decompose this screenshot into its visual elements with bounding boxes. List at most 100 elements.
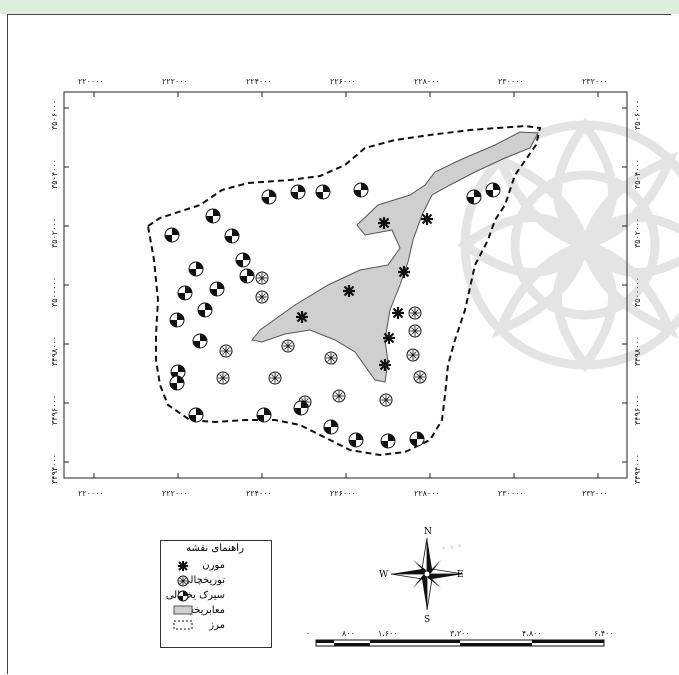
cirque-symbol-icon <box>197 302 213 318</box>
scale-bar: ۰ ۸۰۰ ۱،۶۰۰ ۳،۲۰۰ ۴،۸۰۰ ۶،۴۰۰ <box>306 629 614 647</box>
y-tick-left-label: ۳۵۰۶۰۰۰ <box>50 100 59 130</box>
cirque-symbol-icon <box>164 227 180 243</box>
y-tick-left-label: ۳۵۰۴۰۰۰ <box>50 159 59 189</box>
cirque-symbol-icon <box>353 182 369 198</box>
tor-circle-icon <box>332 389 346 403</box>
tor-circle-icon <box>324 351 338 365</box>
scale-bar-label: ۱،۶۰۰ <box>378 629 398 638</box>
watermark-logo <box>457 117 679 373</box>
legend-label-boundary: مرز <box>209 620 225 631</box>
x-tick-top-label: ۲۲۲۰۰۰ <box>162 77 188 86</box>
x-tick-bottom-label: ۲۲۰۰۰۰ <box>78 489 104 498</box>
east-label: E <box>457 570 464 580</box>
x-tick-bottom-label: ۲۳۲۰۰۰ <box>582 489 608 498</box>
asterisk-icon <box>178 561 188 571</box>
x-tick-top-label: ۲۲۶۰۰۰ <box>330 77 356 86</box>
cirque-symbol-icon <box>188 261 204 277</box>
tor-circle-icon <box>281 339 295 353</box>
moraine-asterisk-icon <box>343 285 355 297</box>
tor-circle-icon <box>219 344 233 358</box>
glacier-path <box>251 131 539 383</box>
x-tick-bottom-label: ۲۳۰۰۰۰ <box>498 489 524 498</box>
x-tick-top-label: ۲۳۲۰۰۰ <box>582 77 608 86</box>
cirque-symbol-icon <box>239 268 255 284</box>
tor-circle-icon <box>406 348 420 362</box>
y-tick-right-label: ۳۵۰۴۰۰۰ <box>633 159 642 189</box>
x-tick-bottom-label: ۲۲۲۰۰۰ <box>162 489 188 498</box>
north-arrow: N S E W <box>379 527 464 625</box>
y-tick-right-label: ۳۵۰۶۰۰۰ <box>633 100 642 130</box>
legend-label-glacier: معابریخچالی <box>173 605 225 616</box>
x-tick-bottom-label: ۲۲۸۰۰۰ <box>414 489 440 498</box>
x-tick-top-label: ۲۲۸۰۰۰ <box>414 77 440 86</box>
x-tick-top-label: ۲۲۴۰۰۰ <box>246 77 272 86</box>
tor-circle-icon <box>379 393 393 407</box>
y-tick-left-label: ۳۵۰۲۰۰۰ <box>50 218 59 248</box>
y-tick-left-label: ۳۴۹۴۰۰۰ <box>50 454 59 484</box>
cirque-symbol-icon <box>261 189 277 205</box>
scale-bar-label: ۶،۴۰۰ <box>594 629 614 638</box>
tor-circle-icon <box>255 290 269 304</box>
legend-label-moraine: مورن <box>202 560 225 571</box>
cirque-group <box>164 182 501 449</box>
x-axis-ticks: ۲۲۰۰۰۰ ۲۲۰۰۰۰ ۲۲۲۰۰۰ ۲۲۲۰۰۰ ۲۲۴۰۰۰ ۲۲۴۰۰۰ ۲۲۶۰… <box>78 77 608 498</box>
cirque-symbol-icon <box>485 182 501 198</box>
y-tick-left-label: ۳۴۹۶۰۰۰ <box>50 395 59 425</box>
cirque-symbol-icon <box>348 432 364 448</box>
moraine-asterisk-icon <box>296 311 308 323</box>
moraine-asterisk-icon <box>398 266 410 278</box>
cirque-symbol-icon <box>177 285 193 301</box>
moraine-asterisk-icon <box>379 359 391 371</box>
scale-bar-label: ۳،۲۰۰ <box>450 629 470 638</box>
moraine-asterisk-icon <box>383 332 395 344</box>
boundary-dash-icon <box>173 620 193 630</box>
legend-label-cirque: سیرک یخچالی <box>165 590 225 601</box>
cirque-symbol-icon <box>169 375 185 391</box>
west-label: W <box>379 570 389 580</box>
legend-title: راهنمای نقشه <box>186 543 244 554</box>
cirque-symbol-icon <box>256 407 272 423</box>
circle-star-icon <box>177 575 189 587</box>
study-area-boundary <box>146 124 542 457</box>
page-frame <box>7 14 671 674</box>
cirque-symbol-icon <box>224 228 240 244</box>
y-tick-right-label: ۳۵۰۰۰۰۰ <box>633 277 642 307</box>
cirque-symbol-icon <box>466 189 482 205</box>
tor-circle-icon <box>413 370 427 384</box>
y-tick-right-label: ۳۴۹۸۰۰۰ <box>633 336 642 366</box>
cirque-symbol-icon <box>192 333 208 349</box>
cirque-icon <box>177 590 189 602</box>
top-band <box>0 0 679 14</box>
x-tick-top-label: ۲۳۰۰۰۰ <box>498 77 524 86</box>
cirque-symbol-icon <box>188 407 204 423</box>
cirque-symbol-icon <box>315 184 331 200</box>
tor-circle-icon <box>216 371 230 385</box>
x-tick-bottom-label: ۲۲۶۰۰۰ <box>330 489 356 498</box>
cirque-symbol-icon <box>209 281 225 297</box>
moraine-asterisk-icon <box>378 217 390 229</box>
scale-bar-label: ۸۰۰ <box>342 629 355 638</box>
tor-circle-icon <box>408 324 422 338</box>
tor-circle-icon <box>255 271 269 285</box>
moraine-group <box>296 213 433 371</box>
cirque-symbol-icon <box>323 419 339 435</box>
south-label: S <box>424 615 430 625</box>
watermark-text: … <box>437 525 465 556</box>
y-tick-right-label: ۳۴۹۴۰۰۰ <box>633 454 642 484</box>
x-tick-top-label: ۲۲۰۰۰۰ <box>78 77 104 86</box>
glacier-fill-icon <box>173 605 193 615</box>
cirque-symbol-icon <box>409 431 425 447</box>
scale-bar-label: ۴،۸۰۰ <box>522 629 542 638</box>
cirque-symbol-icon <box>235 252 251 268</box>
cirque-symbol-icon <box>293 400 309 416</box>
tor-circle-icon <box>268 371 282 385</box>
cirque-symbol-icon <box>169 312 185 328</box>
tor-circle-icon <box>408 306 422 320</box>
cirque-symbol-icon <box>170 364 186 380</box>
scale-bar-label: ۰ <box>306 629 310 638</box>
cirque-symbol-icon <box>290 184 306 200</box>
y-tick-left-label: ۳۵۰۰۰۰۰ <box>50 277 59 307</box>
north-label: N <box>424 527 432 537</box>
y-tick-right-label: ۳۴۹۶۰۰۰ <box>633 395 642 425</box>
